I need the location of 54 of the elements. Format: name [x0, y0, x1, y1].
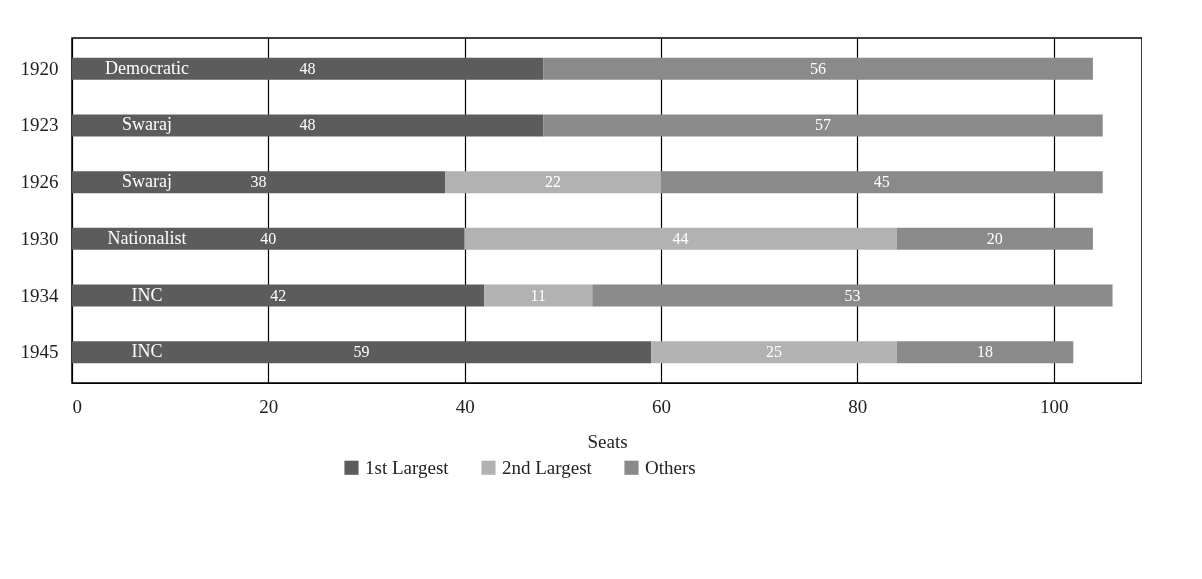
- y-tick-label: 1923: [20, 114, 59, 136]
- data-label: 59: [353, 343, 370, 361]
- y-tick-label: 1926: [20, 171, 59, 193]
- legend-label: 1st Largest: [365, 456, 450, 478]
- data-label: 38: [250, 173, 267, 191]
- bar: [72, 227, 465, 250]
- y-tick-label: 1930: [20, 227, 59, 249]
- bar: [484, 284, 593, 307]
- bar: [543, 114, 1103, 137]
- legend-label: 2nd Largest: [502, 456, 593, 478]
- data-label: 48: [299, 59, 316, 77]
- annotation: INC: [131, 341, 163, 362]
- x-tick-label: 80: [848, 395, 868, 417]
- annotation: Democratic: [105, 57, 189, 78]
- annotation: Nationalist: [107, 227, 187, 248]
- bar: [72, 114, 544, 137]
- bar: [896, 341, 1074, 364]
- data-label: 11: [530, 286, 546, 304]
- y-tick-label: 1945: [20, 341, 59, 363]
- annotation: Swaraj: [122, 171, 172, 192]
- y-tick-label: 1934: [20, 284, 59, 306]
- x-tick-label: 20: [259, 395, 279, 417]
- bar: [72, 341, 652, 364]
- data-label: 20: [986, 229, 1003, 247]
- x-tick-label: 40: [455, 395, 475, 417]
- bar: [72, 284, 485, 307]
- legend-label: Others: [645, 456, 696, 478]
- annotation: Swaraj: [122, 114, 172, 135]
- bar: [445, 171, 661, 194]
- bar: [651, 341, 897, 364]
- data-label: 57: [814, 116, 831, 134]
- y-tick-label: 1920: [20, 57, 59, 79]
- annotation: INC: [131, 284, 163, 305]
- data-label: 22: [545, 173, 562, 191]
- data-label: 45: [873, 173, 890, 191]
- x-tick-label: 60: [651, 395, 671, 417]
- bar: [660, 171, 1103, 194]
- data-label: 18: [976, 343, 993, 361]
- data-label: 42: [270, 286, 287, 304]
- data-label: 25: [765, 343, 782, 361]
- bar: [464, 227, 897, 250]
- bar: [72, 57, 544, 80]
- bar: [896, 227, 1093, 250]
- bar: [592, 284, 1113, 307]
- x-tick-label: 100: [1039, 395, 1069, 417]
- data-label: 53: [844, 286, 861, 304]
- data-label: 48: [299, 116, 316, 134]
- bar: [543, 57, 1093, 80]
- bar: [72, 171, 446, 194]
- data-label: 44: [672, 229, 689, 247]
- x-axis-title: Seats: [587, 430, 628, 452]
- data-label: 56: [810, 59, 827, 77]
- data-label: 40: [260, 229, 277, 247]
- x-tick-label: 0: [72, 395, 82, 417]
